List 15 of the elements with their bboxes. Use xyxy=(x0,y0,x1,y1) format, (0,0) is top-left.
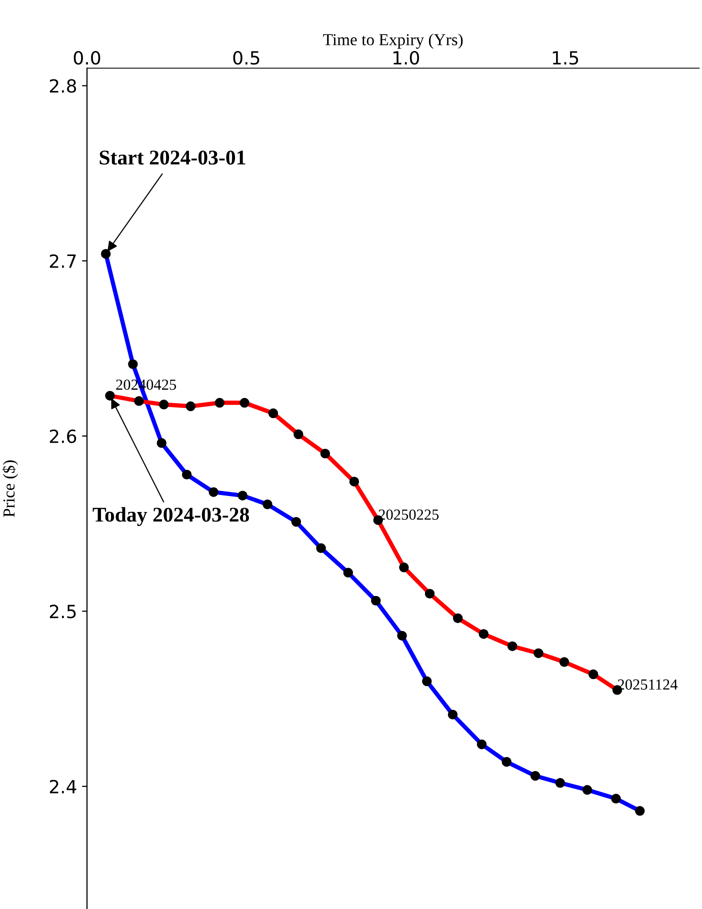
y-tick-label: 2.4 xyxy=(50,780,76,794)
y-tick-label: 2.8 xyxy=(50,79,76,93)
x-tick-label: 1.0 xyxy=(393,51,420,65)
x-tick-label: 0.5 xyxy=(233,51,260,65)
annotation: 20251124 xyxy=(618,679,678,690)
y-tick-label: 2.5 xyxy=(50,604,76,618)
y-tick-label: 2.7 xyxy=(50,254,76,268)
y-axis-title: Price ($) xyxy=(2,460,18,518)
x-tick-label: 1.5 xyxy=(552,51,578,65)
annotation: Today 2024-03-28 xyxy=(92,507,250,526)
annotation: Start 2024-03-01 xyxy=(100,150,246,165)
x-axis-title: Time to Expiry (Yrs) xyxy=(323,34,463,49)
annotation: 20250225 xyxy=(378,509,439,520)
x-tick-label: 0.0 xyxy=(74,51,100,65)
y-tick-label: 2.6 xyxy=(50,429,76,444)
